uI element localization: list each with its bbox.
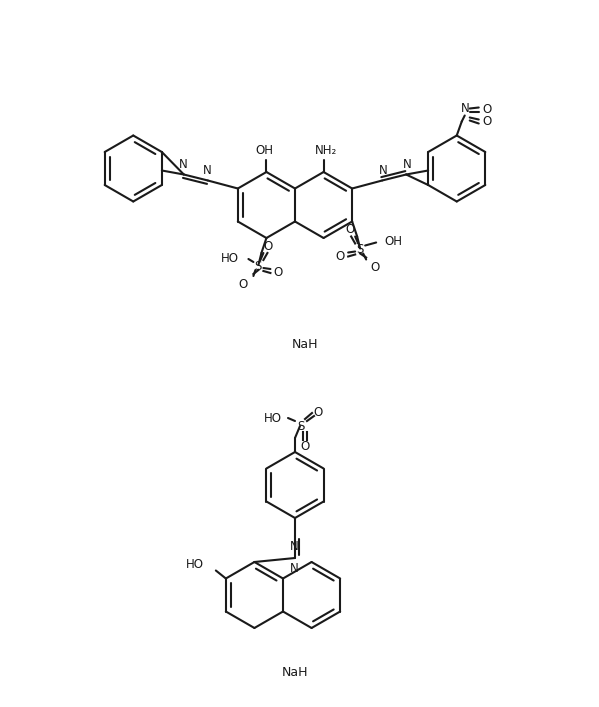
Text: HO: HO <box>186 558 204 571</box>
Text: S: S <box>255 259 262 272</box>
Text: NH₂: NH₂ <box>314 144 337 156</box>
Text: N: N <box>202 164 211 177</box>
Text: N: N <box>379 164 388 177</box>
Text: N: N <box>290 561 298 575</box>
Text: NaH: NaH <box>282 665 308 679</box>
Text: O: O <box>300 440 310 452</box>
Text: HO: HO <box>220 252 238 264</box>
Text: O: O <box>264 240 273 252</box>
Text: HO: HO <box>264 411 282 424</box>
Text: O: O <box>239 278 248 291</box>
Text: O: O <box>482 103 491 116</box>
Text: N: N <box>290 539 298 552</box>
Text: O: O <box>313 406 323 419</box>
Text: NaH: NaH <box>292 339 318 351</box>
Text: S: S <box>356 243 364 256</box>
Text: N: N <box>403 158 412 171</box>
Text: OH: OH <box>255 144 273 156</box>
Text: O: O <box>274 267 283 279</box>
Text: N: N <box>179 158 187 171</box>
Text: S: S <box>297 419 305 433</box>
Text: O: O <box>371 261 380 274</box>
Text: OH: OH <box>384 235 402 248</box>
Text: O: O <box>482 115 491 128</box>
Text: N: N <box>461 102 470 115</box>
Text: O: O <box>335 250 345 263</box>
Text: O: O <box>346 223 355 236</box>
